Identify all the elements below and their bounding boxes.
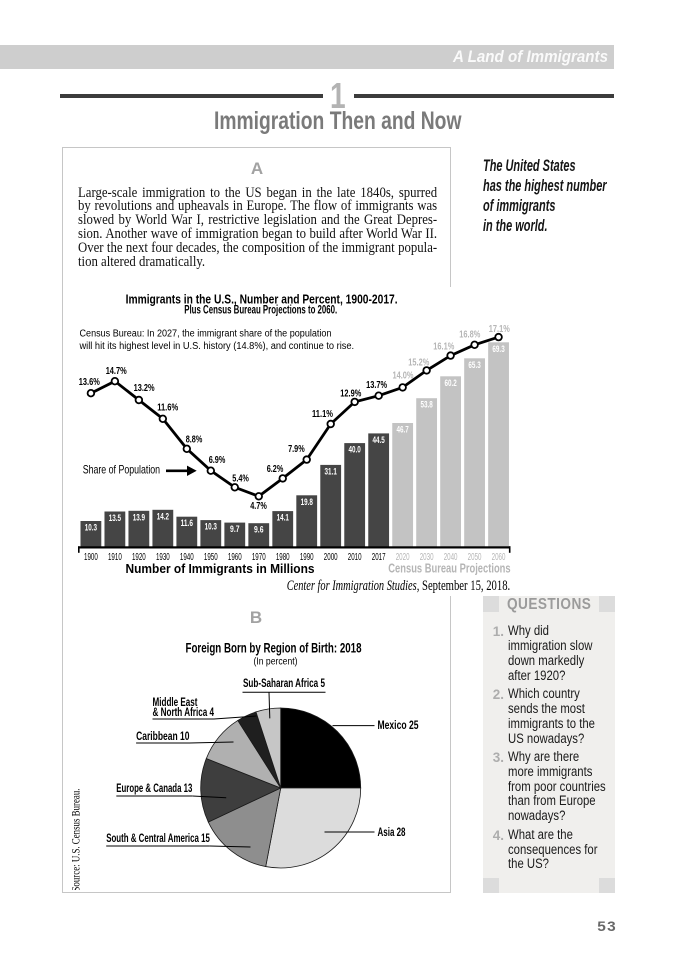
svg-text:12.9%: 12.9%: [340, 388, 361, 399]
svg-text:2040: 2040: [443, 552, 457, 563]
svg-text:17.1%: 17.1%: [488, 324, 509, 335]
svg-text:13.9: 13.9: [132, 512, 144, 523]
svg-text:14.0%: 14.0%: [392, 371, 413, 382]
svg-text:8.8%: 8.8%: [185, 435, 202, 446]
svg-text:14.7%: 14.7%: [105, 366, 126, 377]
svg-text:16.8%: 16.8%: [459, 330, 480, 341]
svg-text:(In percent): (In percent): [253, 655, 297, 667]
svg-text:11.6%: 11.6%: [157, 403, 178, 414]
svg-text:2020: 2020: [395, 552, 409, 563]
svg-text:65.3: 65.3: [468, 360, 480, 371]
svg-text:1930: 1930: [155, 552, 169, 563]
svg-text:Middle East: Middle East: [152, 697, 197, 709]
svg-text:7.9%: 7.9%: [288, 444, 305, 455]
svg-text:69.3: 69.3: [492, 344, 504, 355]
svg-text:Source: U.S. Census Bureau.: Source: U.S. Census Bureau.: [68, 789, 82, 891]
svg-text:11.1%: 11.1%: [312, 409, 333, 420]
svg-text:53.8: 53.8: [420, 400, 432, 411]
svg-text:Census Bureau: In 2027, the im: Census Bureau: In 2027, the immigrant sh…: [79, 329, 331, 340]
svg-text:2000: 2000: [323, 552, 337, 563]
svg-text:, September 15, 2018.: , September 15, 2018.: [416, 578, 510, 594]
svg-text:13.2%: 13.2%: [133, 383, 154, 394]
svg-text:Share of Population: Share of Population: [82, 463, 159, 477]
svg-text:13.6%: 13.6%: [78, 377, 99, 388]
svg-text:60.2: 60.2: [444, 378, 456, 389]
svg-text:Europe & Canada 13: Europe & Canada 13: [116, 783, 192, 795]
svg-text:Foreign Born by Region of Birt: Foreign Born by Region of Birth: 2018: [185, 640, 361, 656]
svg-text:2050: 2050: [467, 552, 481, 563]
svg-text:Immigrants in the U.S., Number: Immigrants in the U.S., Number and Perce…: [125, 292, 397, 306]
svg-text:31.1: 31.1: [324, 466, 337, 477]
svg-text:2060: 2060: [491, 552, 505, 563]
svg-text:46.7: 46.7: [396, 425, 408, 436]
svg-text:2017: 2017: [371, 552, 385, 563]
svg-text:2030: 2030: [419, 552, 433, 563]
svg-text:15.2%: 15.2%: [408, 358, 429, 369]
svg-text:1910: 1910: [107, 552, 121, 563]
svg-text:Center for Immigration Studies: Center for Immigration Studies: [286, 578, 416, 594]
svg-text:5.4%: 5.4%: [232, 473, 249, 484]
svg-text:Plus Census Bureau Projections: Plus Census Bureau Projections to 2060.: [184, 303, 337, 317]
svg-text:1950: 1950: [203, 552, 217, 563]
svg-text:16.1%: 16.1%: [433, 342, 454, 353]
svg-text:11.6: 11.6: [180, 518, 192, 529]
svg-text:44.5: 44.5: [372, 435, 385, 446]
svg-text:Number of Immigrants in Millio: Number of Immigrants in Millions: [125, 562, 314, 576]
svg-text:1990: 1990: [299, 552, 313, 563]
svg-text:1960: 1960: [227, 552, 241, 563]
svg-text:1980: 1980: [275, 552, 289, 563]
svg-text:10.3: 10.3: [204, 522, 216, 533]
svg-text:10.3: 10.3: [84, 523, 96, 534]
svg-text:9.7: 9.7: [230, 524, 240, 535]
svg-text:9.6: 9.6: [254, 525, 264, 536]
svg-text:1970: 1970: [251, 552, 265, 563]
svg-text:14.1: 14.1: [276, 513, 289, 524]
svg-text:1920: 1920: [131, 552, 145, 563]
svg-text:19.8: 19.8: [300, 497, 312, 508]
svg-text:6.9%: 6.9%: [208, 455, 225, 466]
svg-text:2010: 2010: [347, 552, 361, 563]
svg-text:1940: 1940: [179, 552, 193, 563]
svg-text:14.2: 14.2: [156, 511, 168, 522]
svg-text:6.2%: 6.2%: [266, 464, 283, 475]
svg-text:13.5: 13.5: [108, 513, 121, 524]
svg-text:will hit its highest level in: will hit its highest level in U.S. histo…: [78, 341, 354, 352]
svg-text:4.7%: 4.7%: [250, 501, 267, 512]
svg-text:Caribbean 10: Caribbean 10: [136, 731, 189, 743]
svg-text:South & Central America 15: South & Central America 15: [106, 833, 210, 845]
svg-text:Sub-Saharan Africa 5: Sub-Saharan Africa 5: [243, 678, 325, 690]
svg-text:Mexico 25: Mexico 25: [377, 720, 418, 732]
svg-text:1900: 1900: [84, 552, 98, 563]
svg-text:Census Bureau Projections: Census Bureau Projections: [388, 562, 510, 576]
svg-text:40.0: 40.0: [348, 445, 360, 456]
svg-text:Asia 28: Asia 28: [377, 827, 405, 839]
svg-text:& North Africa 4: & North Africa 4: [152, 707, 214, 719]
svg-text:13.7%: 13.7%: [366, 380, 387, 391]
